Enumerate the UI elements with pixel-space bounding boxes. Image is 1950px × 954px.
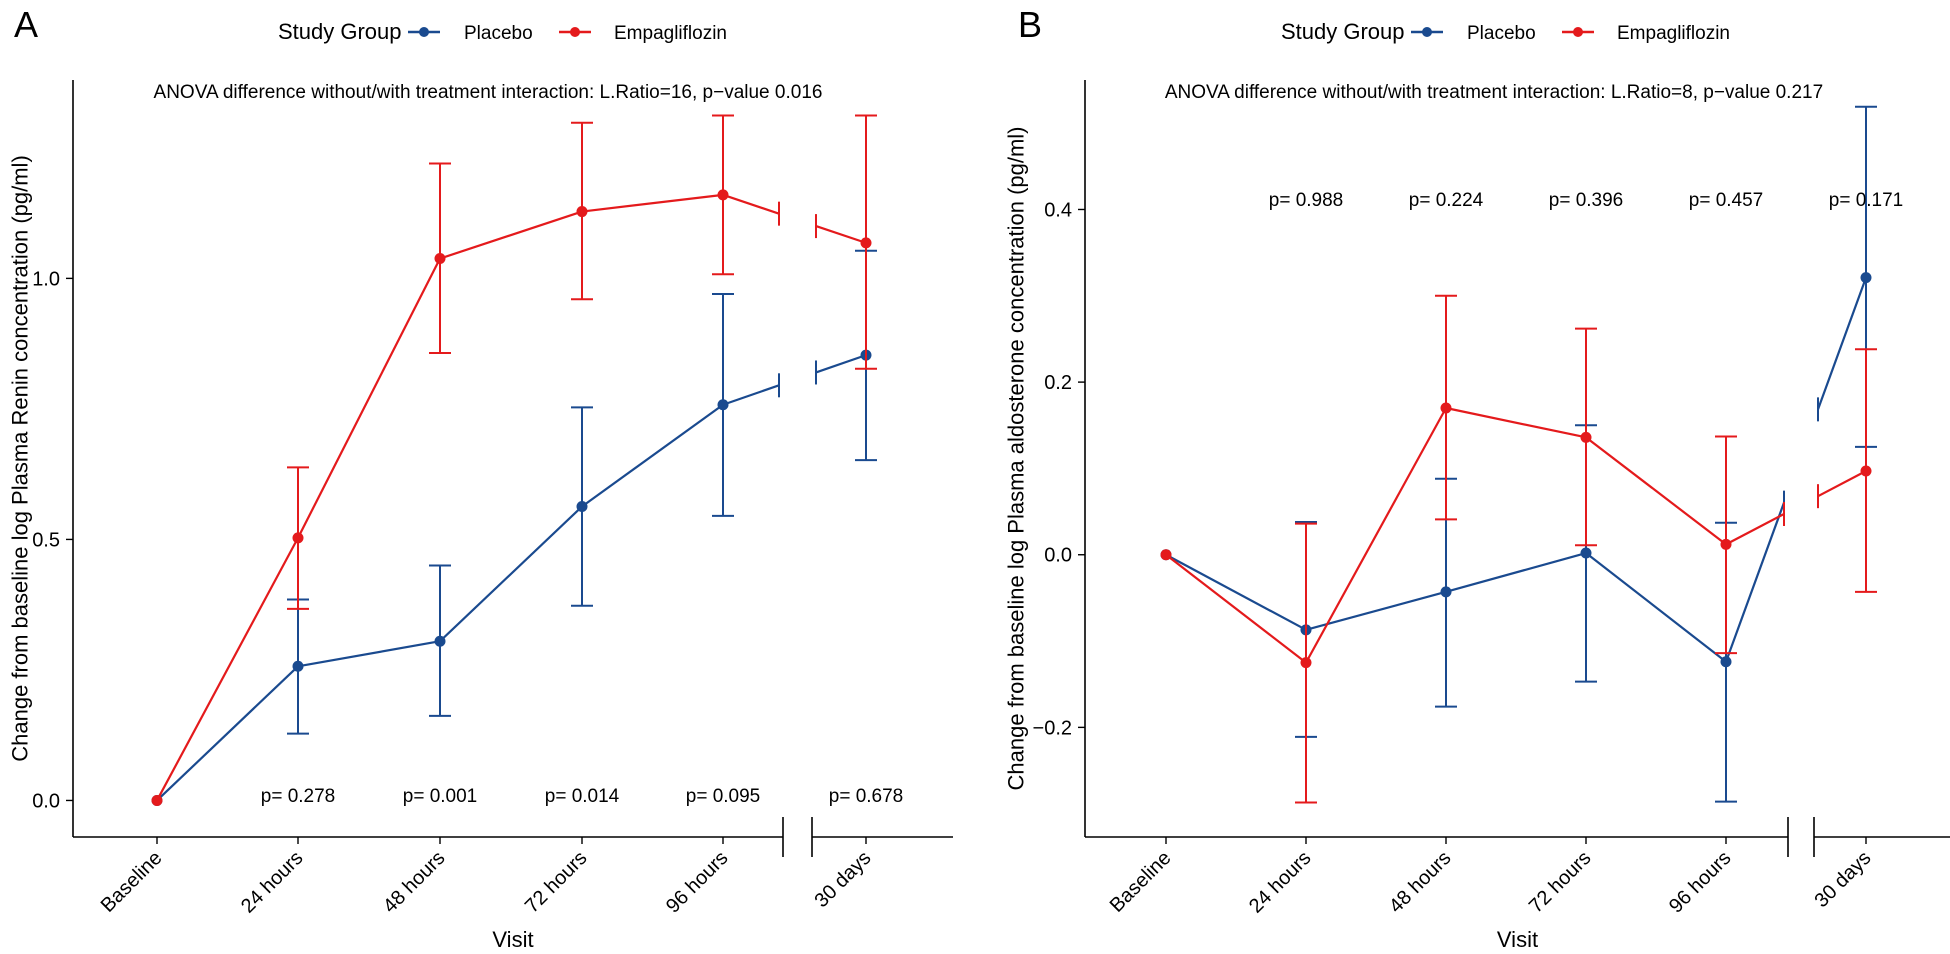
legend-marker-placebo: [1422, 27, 1432, 37]
legend: Study Group Placebo Empagliflozin: [278, 19, 727, 44]
data-point: [292, 532, 304, 544]
data-point: [717, 399, 729, 411]
p-value-label: p= 0.457: [1689, 190, 1764, 211]
series-line-segment: [1816, 277, 1868, 410]
x-tick-label: Baseline: [97, 847, 167, 917]
series-line-segment: [439, 210, 583, 260]
legend-label-empagliflozin: Empagliflozin: [1617, 23, 1730, 44]
chart-panel-b: B Study Group Placebo Empagliflozin ANOVA di…: [1004, 4, 1950, 952]
data-point: [576, 206, 588, 218]
y-tick-label: 0.2: [1044, 372, 1072, 394]
y-tick-label: −0.2: [1033, 717, 1072, 739]
x-axis-title: Visit: [492, 927, 533, 952]
series-line-segment: [1305, 407, 1447, 664]
series-line-segment: [1585, 436, 1727, 546]
series-line-segment: [1305, 590, 1447, 631]
series-line-segment: [1445, 406, 1587, 439]
p-value-label: p= 0.095: [686, 786, 761, 807]
series-line-segment: [1165, 553, 1307, 664]
series-line-segment: [1585, 552, 1727, 663]
x-tick-label: 72 hours: [1525, 847, 1596, 918]
legend-label-placebo: Placebo: [1467, 23, 1536, 44]
p-value-label: p= 0.678: [829, 786, 904, 807]
x-tick-label: 72 hours: [521, 847, 592, 918]
series-placebo: [151, 249, 877, 806]
x-tick-label: Baseline: [1106, 847, 1176, 917]
series-line-segment: [156, 537, 299, 801]
series-line-segment: [581, 193, 724, 213]
series-line-segment: [581, 403, 724, 508]
y-tick-label: 0.0: [32, 790, 60, 812]
legend-title: Study Group: [1281, 19, 1405, 44]
data-point: [1720, 656, 1732, 668]
legend-label-empagliflozin: Empagliflozin: [614, 23, 727, 44]
legend-marker-empagliflozin: [1573, 27, 1583, 37]
x-tick-label: 48 hours: [379, 847, 450, 918]
x-tick-label: 30 days: [1810, 847, 1875, 912]
p-value-label: p= 0.396: [1549, 190, 1624, 211]
legend-marker-empagliflozin: [570, 27, 580, 37]
panel-letter: B: [1018, 4, 1042, 45]
series-line-segment: [1724, 502, 1786, 663]
series-empagliflozin: [151, 114, 877, 806]
p-value-label: p= 0.171: [1829, 190, 1904, 211]
x-tick-label: 24 hours: [1245, 847, 1316, 918]
series-line-segment: [722, 193, 780, 215]
series-line-segment: [1817, 470, 1867, 498]
series-line-segment: [297, 640, 441, 668]
anova-annotation: ANOVA difference without/with treatment …: [1165, 82, 1823, 103]
data-point: [1720, 538, 1732, 550]
y-tick-label: 0.4: [1044, 199, 1072, 221]
x-axis-title: Visit: [1497, 927, 1538, 952]
data-point: [434, 253, 446, 265]
data-point: [1860, 272, 1872, 284]
p-value-label: p= 0.278: [261, 786, 336, 807]
data-point: [1580, 431, 1592, 443]
legend-marker-placebo: [419, 27, 429, 37]
chart-panel-a: A Study Group Placebo Empagliflozin ANOVA di…: [8, 4, 953, 952]
y-axis-title: Change from baseline log Plasma aldoster…: [1004, 126, 1029, 790]
y-tick-label: 0.0: [1044, 545, 1072, 567]
data-point: [292, 660, 304, 672]
p-value-label: p= 0.001: [403, 786, 478, 807]
series-empagliflozin: [1160, 294, 1877, 804]
legend-title: Study Group: [278, 19, 402, 44]
anova-annotation: ANOVA difference without/with treatment …: [154, 82, 823, 103]
series-line-segment: [815, 354, 867, 374]
legend: Study Group Placebo Empagliflozin: [1281, 19, 1730, 44]
y-axis-title: Change from baseline log Plasma Renin co…: [8, 155, 33, 762]
p-value-label: p= 0.988: [1269, 190, 1344, 211]
series-line-segment: [297, 258, 441, 539]
data-point: [434, 635, 446, 647]
series-line-segment: [1445, 551, 1587, 593]
data-point: [1160, 549, 1172, 561]
data-point: [1300, 657, 1312, 669]
data-point: [151, 794, 163, 806]
series-line-segment: [439, 505, 583, 643]
x-tick-label: 24 hours: [237, 847, 308, 918]
data-point: [1440, 586, 1452, 598]
data-point: [1440, 402, 1452, 414]
series-line-segment: [156, 665, 299, 802]
p-value-label: p= 0.014: [545, 786, 620, 807]
x-tick-label: 48 hours: [1385, 847, 1456, 918]
data-point: [717, 189, 729, 201]
data-point: [1860, 465, 1872, 477]
series-line-segment: [1725, 513, 1785, 546]
x-tick-label: 30 days: [810, 847, 875, 912]
y-tick-label: 0.5: [32, 529, 60, 551]
legend-label-placebo: Placebo: [464, 23, 533, 44]
x-tick-label: 96 hours: [1665, 847, 1736, 918]
data-point: [1580, 547, 1592, 559]
data-point: [860, 237, 872, 249]
p-value-label: p= 0.224: [1409, 190, 1484, 211]
data-point: [576, 501, 588, 513]
series-line-segment: [722, 384, 780, 406]
series-line-segment: [815, 225, 867, 244]
y-tick-label: 1.0: [32, 268, 60, 290]
x-tick-label: 96 hours: [662, 847, 733, 918]
series-line-segment: [1165, 553, 1307, 631]
panel-letter: A: [14, 4, 38, 45]
